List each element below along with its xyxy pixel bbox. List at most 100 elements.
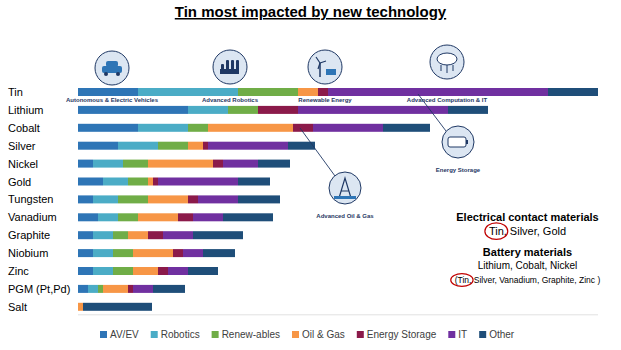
bar-segment — [123, 160, 148, 168]
icon-shape — [448, 137, 466, 147]
icon-circle — [442, 126, 474, 158]
bar-segment — [133, 249, 173, 257]
bar-segment — [258, 160, 290, 168]
bar-segment — [113, 267, 133, 275]
icon-shape — [236, 60, 239, 70]
icon-label: Advanced Computation & IT — [407, 97, 488, 103]
bar-segment — [128, 178, 148, 186]
legend-label: Other — [489, 329, 515, 340]
category-label: Nickel — [8, 158, 38, 170]
bar-segment — [223, 160, 258, 168]
callout-box — [437, 207, 618, 299]
bar-segment — [208, 142, 288, 150]
bar-segment — [138, 124, 188, 132]
bar-segment — [138, 88, 238, 96]
category-label: Vanadium — [8, 211, 57, 223]
legend-label: Renew-ables — [222, 329, 280, 340]
bar-segment — [133, 285, 153, 293]
bar-segment — [93, 160, 123, 168]
bar-segment — [78, 249, 93, 257]
legend-swatch — [448, 331, 455, 338]
icon-shape — [334, 196, 356, 199]
bar-segment — [148, 178, 153, 186]
highlight-circle — [451, 274, 473, 287]
callout-text: Battery materials — [483, 246, 572, 258]
bar-segment — [318, 88, 328, 96]
bar-segment — [103, 178, 128, 186]
bar-segment — [238, 178, 270, 186]
legend-label: Oil & Gas — [302, 329, 345, 340]
bar-segment — [128, 231, 148, 239]
chart: Tin most impacted by new technologyTinLi… — [0, 0, 621, 350]
bar-segment — [173, 249, 183, 257]
icons — [95, 45, 474, 204]
bar-segment — [118, 213, 138, 221]
bar-segment — [78, 267, 93, 275]
legend-label: Energy Storage — [367, 329, 437, 340]
bar-segment — [183, 249, 203, 257]
icon-shape — [466, 140, 468, 144]
icon-shape — [102, 66, 122, 73]
bar-segment — [78, 88, 138, 96]
legend: AV/EVRoboticsRenew-ablesOil & GasEnergy … — [100, 329, 515, 340]
icon-label: Advanced Oil & Gas — [316, 213, 374, 219]
icon-circle — [430, 45, 464, 79]
bar-segment — [188, 142, 203, 150]
bar-segment — [208, 124, 293, 132]
bar-segment — [93, 267, 113, 275]
bar-segment — [258, 106, 298, 114]
category-label: Silver — [8, 140, 36, 152]
icon-shape — [231, 60, 234, 70]
category-label: Zinc — [8, 265, 29, 277]
bar-segment — [138, 213, 178, 221]
bar-segment — [198, 195, 238, 203]
icon-shape — [116, 72, 120, 76]
icon-shape — [326, 69, 336, 75]
bar-segment — [158, 142, 188, 150]
bar-segment — [78, 213, 98, 221]
bar-segment — [78, 124, 138, 132]
icon-label: Advanced Robotics — [202, 97, 259, 103]
bar-segment — [548, 88, 598, 96]
category-label: Graphite — [8, 229, 50, 241]
category-label: Gold — [8, 176, 31, 188]
category-label: Lithium — [8, 104, 43, 116]
bar-segment — [203, 249, 235, 257]
bar-segment — [298, 106, 448, 114]
bar-segment — [148, 231, 163, 239]
legend-label: IT — [458, 329, 467, 340]
category-label: Salt — [8, 301, 27, 313]
bar-segment — [203, 142, 208, 150]
bar-segment — [113, 249, 133, 257]
category-label: Tungsten — [8, 193, 53, 205]
category-label: PGM (Pt,Pd) — [8, 283, 70, 295]
bar-segment — [78, 195, 93, 203]
icon-shape — [316, 57, 326, 69]
callout-text: Electrical contact materials — [456, 211, 598, 223]
callout-text: (Tin, Silver, Vanadium, Graphite, Zinc ) — [455, 275, 601, 285]
bar-segment — [238, 195, 280, 203]
legend-label: Robotics — [161, 329, 200, 340]
icon-label: Autonomous & Electric Vehicles — [66, 97, 159, 103]
bar-segment — [158, 178, 238, 186]
bar-segment — [118, 195, 148, 203]
bar-segment — [103, 285, 128, 293]
bar-segment — [78, 303, 83, 311]
category-label: Niobium — [8, 247, 48, 259]
category-label: Cobalt — [8, 122, 40, 134]
bar-segment — [228, 106, 258, 114]
x-axis-line — [78, 314, 598, 315]
icon-shape — [104, 72, 108, 76]
bar-segment — [193, 231, 243, 239]
icon-circle — [329, 172, 361, 204]
bar-segment — [78, 160, 93, 168]
icon-shape — [106, 61, 118, 67]
bar-segment — [178, 213, 193, 221]
bar-segment — [153, 285, 185, 293]
bar-segment — [88, 285, 98, 293]
bar-segment — [223, 213, 273, 221]
bar-segment — [153, 178, 158, 186]
icon-shape — [220, 69, 239, 74]
bar-segment — [158, 267, 168, 275]
bar-segment — [148, 195, 188, 203]
